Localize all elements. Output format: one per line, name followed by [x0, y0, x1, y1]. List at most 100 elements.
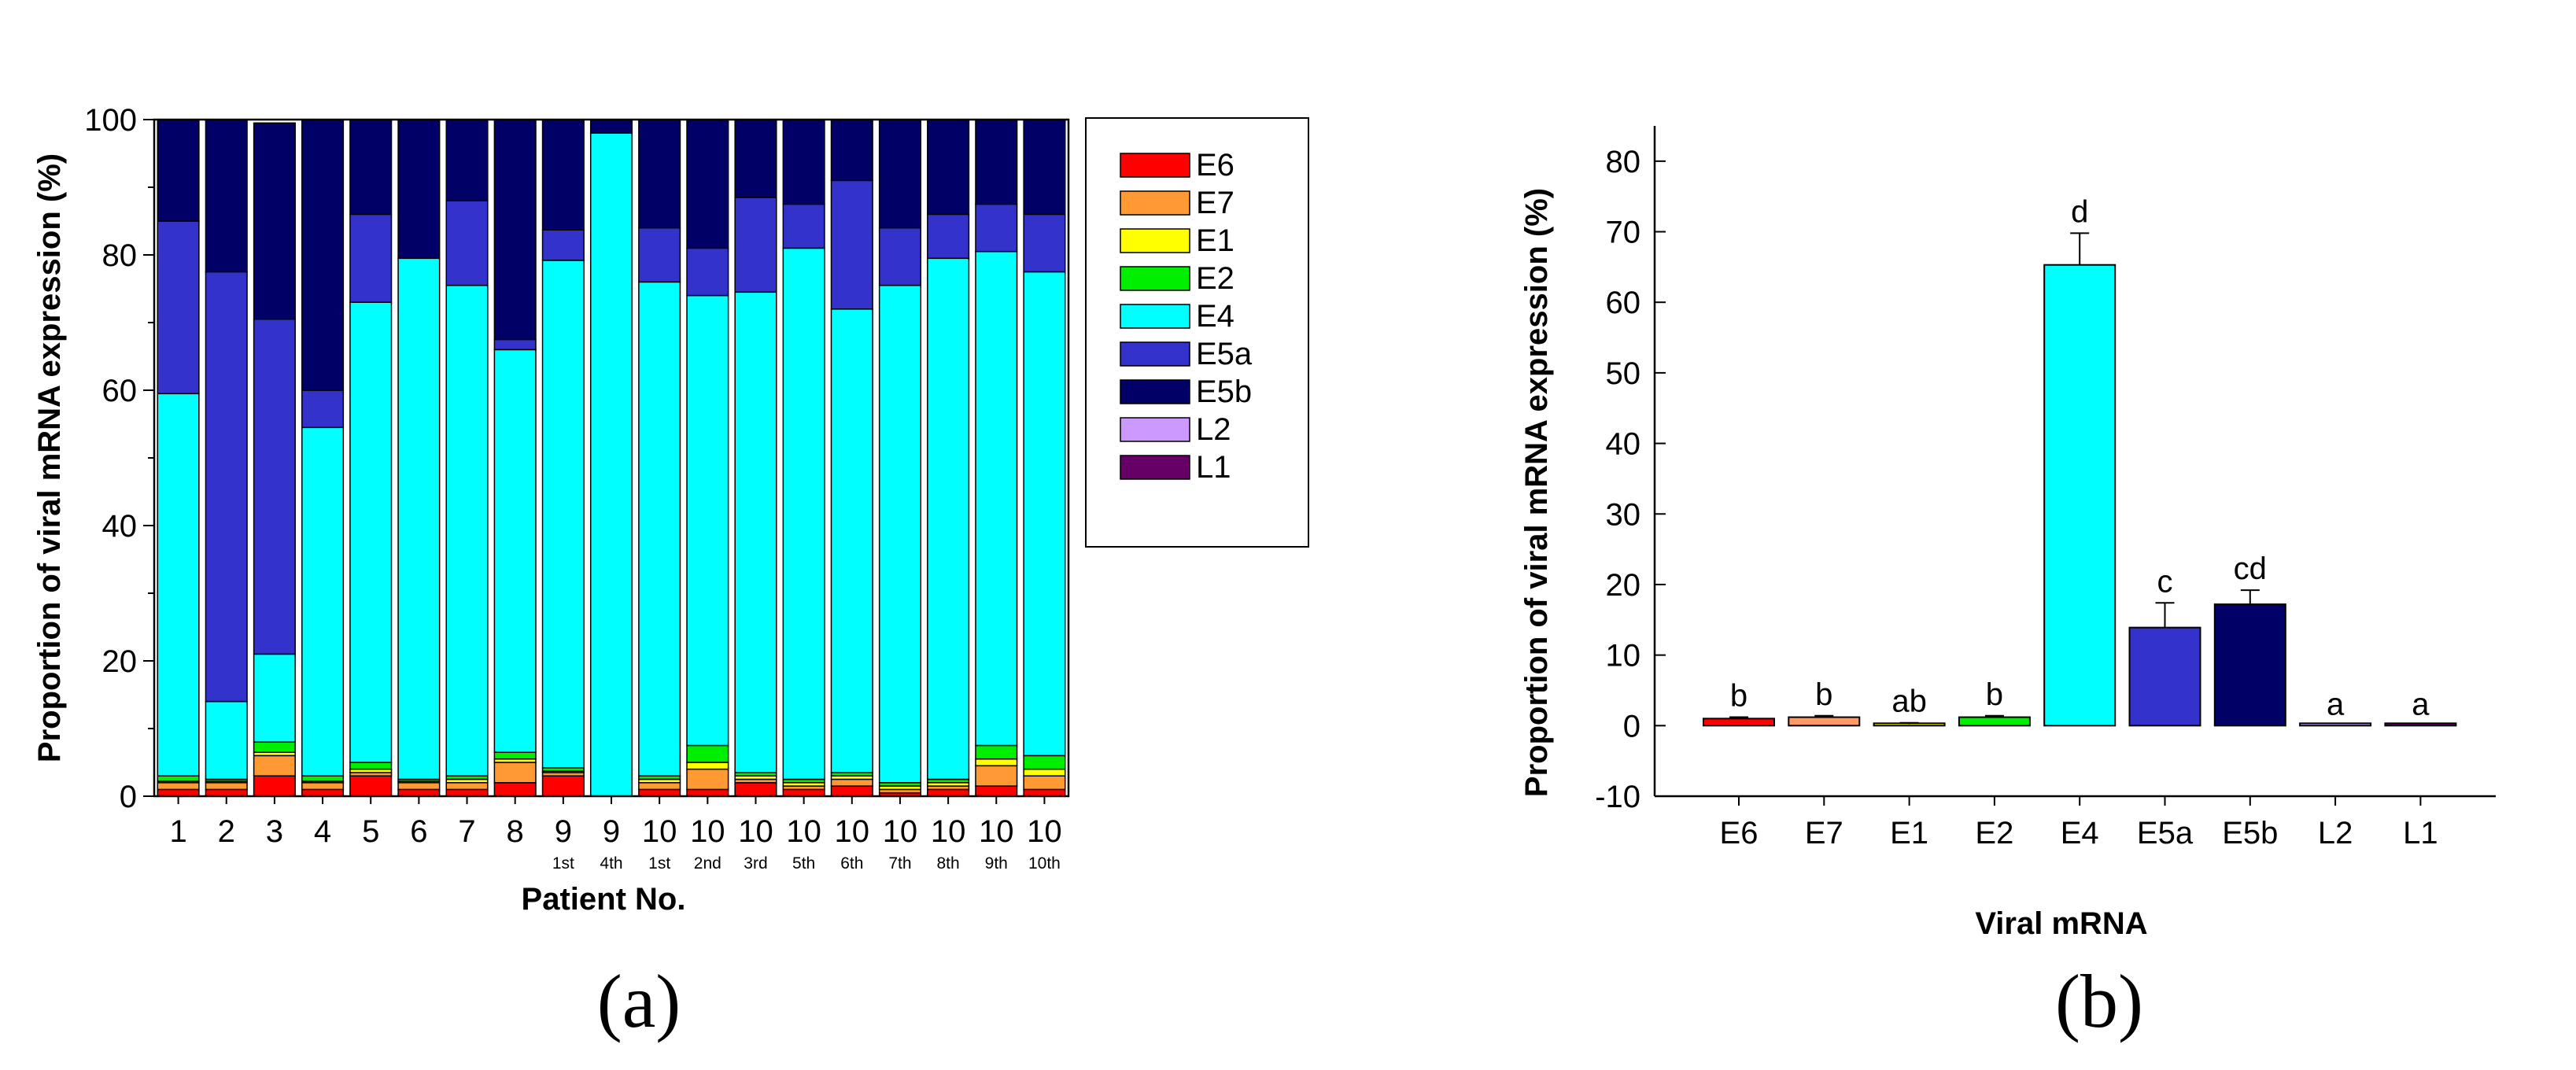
significance-label: b — [1730, 679, 1747, 714]
legend-swatch-e4 — [1120, 304, 1190, 329]
y-tick-label: 80 — [102, 238, 138, 273]
bar-segment-e1 — [975, 758, 1018, 767]
x-tick-label: 5 — [362, 814, 379, 849]
bar-segment-e5a — [878, 227, 921, 286]
bar-segment-e5b — [638, 119, 681, 229]
x-tick-label: E4 — [2061, 816, 2099, 850]
bar-e5b — [2213, 603, 2286, 727]
legend-swatch-e7 — [1120, 190, 1190, 216]
bar-segment-e5b — [975, 119, 1018, 205]
bar-segment-e4 — [445, 284, 489, 777]
x-tick-label: E1 — [1890, 816, 1928, 850]
x-tick-label: 1 — [169, 814, 186, 849]
bar-segment-e2 — [686, 744, 729, 763]
legend-label-e1: E1 — [1196, 223, 1234, 258]
bar-segment-e7 — [686, 768, 729, 791]
bar-segment-e1 — [686, 762, 729, 770]
y-tick-label: 60 — [1606, 286, 1641, 320]
y-tick-label: 10 — [1606, 639, 1641, 673]
bar-segment-e6 — [349, 775, 393, 797]
bar-segment-e5b — [349, 119, 393, 216]
bar-segment-e4 — [589, 132, 633, 797]
x-tick-label: 10 — [835, 814, 870, 849]
x-tick-label: 7 — [458, 814, 475, 849]
bar-segment-e5b — [1023, 119, 1066, 216]
bar-segment-e2 — [349, 762, 393, 770]
bar-segment-e2 — [493, 751, 537, 760]
panel-label-a: (a) — [597, 959, 681, 1043]
bar-segment-e4 — [975, 250, 1018, 747]
bar-segment-e5a — [205, 271, 248, 703]
x-tick-label: 6 — [410, 814, 427, 849]
x-tick-label: L1 — [2403, 816, 2438, 850]
bar-segment-e4 — [830, 308, 873, 773]
x-tick-label: 10 — [690, 814, 725, 849]
significance-label: ab — [1891, 684, 1927, 719]
significance-label: a — [2327, 687, 2345, 721]
bar-segment-e6 — [493, 782, 537, 797]
legend-swatch-e6 — [1120, 153, 1190, 178]
bar-segment-e5b — [493, 119, 537, 341]
bar-segment-e5b — [782, 119, 825, 205]
y-tick-label: 80 — [1606, 145, 1641, 179]
bar-segment-e5b — [878, 119, 921, 229]
bar-segment-e5a — [830, 179, 873, 310]
y-axis-label: Proportion of viral mRNA expression (%) — [32, 153, 67, 762]
legend-label-e7: E7 — [1196, 186, 1234, 220]
x-tick-sublabel: 1st — [648, 854, 670, 873]
legend-label-e5b: E5b — [1196, 374, 1252, 409]
x-tick-label: 10 — [883, 814, 918, 849]
bar-segment-e2 — [301, 775, 345, 782]
bar-e7 — [1788, 716, 1861, 727]
y-tick-label: 70 — [1606, 216, 1641, 250]
bar-segment-e2 — [253, 741, 296, 753]
legend-label-e2: E2 — [1196, 261, 1234, 296]
bar-segment-e1 — [1023, 768, 1066, 777]
bar-segment-e5a — [253, 318, 296, 655]
bar-segment-e6 — [541, 775, 585, 797]
bar-e4 — [2043, 264, 2117, 727]
bar-segment-e5a — [445, 200, 489, 286]
x-tick-label: E2 — [1975, 816, 2013, 850]
bar-segment-e5a — [1023, 213, 1066, 273]
bar-segment-e6 — [205, 788, 248, 797]
bar-segment-e6 — [734, 782, 777, 797]
bar-e6 — [1703, 718, 1775, 727]
bar-e2 — [1958, 716, 2031, 727]
legend-swatch-l2 — [1120, 417, 1190, 442]
bar-segment-e5a — [975, 203, 1018, 253]
bar-segment-e6 — [397, 788, 441, 797]
panel-b-chart: -10 0 10 20 30 40 50 60 70 80 b E6 b E7 ab E1 b E2 d E4 c E5a… — [1519, 126, 2496, 1043]
significance-label: a — [2412, 687, 2430, 721]
x-tick-label: E5a — [2137, 816, 2194, 850]
legend-label-e5a: E5a — [1196, 337, 1253, 371]
x-tick-label: 10 — [1027, 814, 1062, 849]
x-tick-label: 10 — [931, 814, 966, 849]
bar-segment-e5a — [157, 220, 200, 395]
bar-segment-e4 — [157, 393, 200, 777]
bar-segment-e5b — [205, 119, 248, 273]
bar-segment-e5b — [589, 119, 633, 134]
y-tick-label: 20 — [102, 644, 138, 679]
bar-segment-e5a — [541, 229, 585, 261]
y-tick-label: 60 — [102, 374, 138, 408]
bar-segment-e5a — [927, 213, 970, 260]
x-tick-sublabel: 2nd — [694, 854, 722, 873]
bar-segment-e7 — [638, 782, 681, 791]
legend-swatch-e2 — [1120, 266, 1190, 291]
y-tick-label: 50 — [1606, 356, 1641, 391]
bar-l2 — [2299, 722, 2372, 727]
x-tick-label: E5b — [2222, 816, 2278, 850]
bar-segment-e6 — [1023, 788, 1066, 797]
bar-segment-e2 — [975, 744, 1018, 760]
x-tick-sublabel: 5th — [792, 854, 815, 873]
y-tick-label: -10 — [1595, 780, 1640, 814]
bar-segment-e7 — [975, 765, 1018, 787]
bar-segment-e4 — [782, 247, 825, 780]
panel-a-chart: 1 2 3 4 5 6 7 8 91st94th101st102nd103rd105th106t… — [32, 103, 1309, 1043]
bar-segment-e6 — [927, 788, 970, 797]
bar-segment-e5a — [493, 338, 537, 351]
y-tick-label: 30 — [1606, 497, 1641, 532]
bar-segment-e4 — [686, 294, 729, 747]
